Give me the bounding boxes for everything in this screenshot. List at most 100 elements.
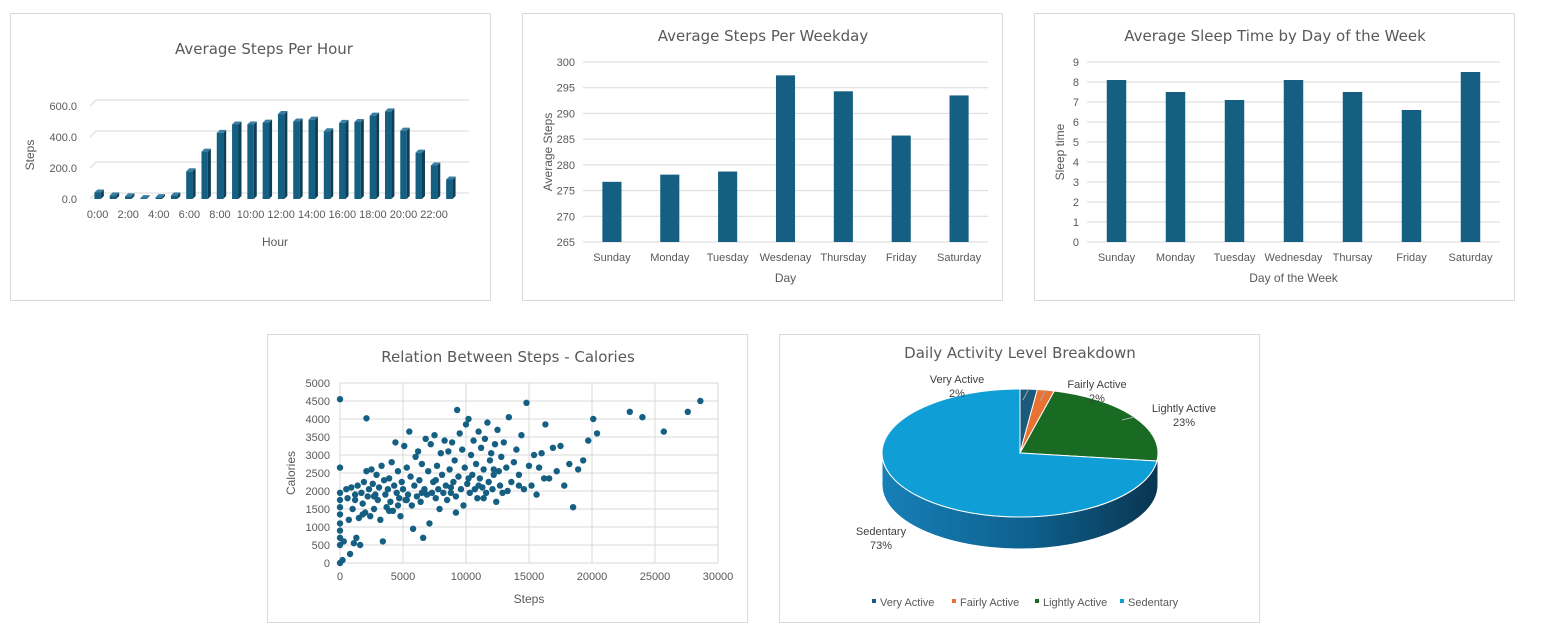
- y-tick-label: 4500: [306, 396, 330, 408]
- y-tick-label: 1000: [306, 522, 330, 534]
- legend-swatch: [1035, 599, 1039, 603]
- y-tick-label: 4: [1073, 157, 1079, 169]
- data-point: [385, 475, 393, 482]
- data-point: [406, 428, 413, 435]
- data-point: [378, 462, 385, 469]
- data-point: [384, 486, 392, 493]
- slice-category-label: Very Active: [930, 374, 984, 386]
- data-point: [443, 496, 451, 504]
- y-tick-label: 5000: [306, 378, 330, 390]
- data-point: [540, 475, 548, 482]
- data-point: [684, 408, 691, 415]
- legend-label: Very Active: [880, 597, 934, 609]
- bar-side: [116, 192, 120, 199]
- bar-front: [277, 114, 285, 199]
- data-point: [566, 460, 573, 468]
- bar-top: [446, 176, 456, 180]
- x-tick-label: Tuesday: [1214, 252, 1256, 264]
- data-point: [523, 399, 530, 406]
- data-point: [466, 489, 473, 496]
- data-point: [508, 478, 515, 486]
- bar-front: [446, 179, 453, 199]
- bar-side: [452, 176, 456, 199]
- data-point: [660, 428, 668, 435]
- y-tick-label: 2: [1073, 197, 1079, 209]
- bar-top: [262, 119, 273, 123]
- bar: [1401, 110, 1422, 242]
- data-point: [370, 493, 378, 500]
- data-point: [385, 507, 393, 514]
- data-point: [387, 498, 394, 505]
- bar-top: [247, 121, 257, 125]
- data-point: [470, 437, 477, 444]
- legend-label: Fairly Active: [960, 597, 1019, 609]
- data-point: [388, 459, 395, 466]
- data-point: [505, 414, 513, 421]
- data-point: [367, 513, 374, 520]
- y-tick-label: 3: [1073, 177, 1079, 189]
- data-point: [452, 493, 460, 500]
- slice-category-label: Lightly Active: [1152, 403, 1216, 415]
- data-point: [336, 527, 344, 534]
- data-point: [435, 486, 442, 493]
- bar-top: [323, 128, 334, 132]
- data-point: [336, 511, 344, 518]
- x-tick-label: Friday: [886, 252, 917, 264]
- chart-title: Average Steps Per Weekday: [658, 27, 869, 45]
- data-point: [498, 453, 505, 460]
- y-tick-label: 290: [557, 108, 575, 120]
- x-tick-label: 16:00: [329, 209, 357, 221]
- chart-steps-vs-calories: Relation Between Steps - Calories 0 500 100…: [284, 348, 733, 606]
- data-point: [486, 457, 494, 464]
- data-point: [403, 496, 410, 504]
- data-point: [404, 491, 412, 498]
- bar-front: [308, 119, 315, 199]
- bar-side: [421, 149, 425, 199]
- bar-side: [406, 127, 410, 199]
- data-point: [530, 451, 538, 459]
- data-point: [549, 444, 557, 451]
- bar-front: [109, 195, 117, 199]
- data-point: [515, 471, 523, 478]
- data-point: [480, 466, 487, 473]
- data-point: [538, 450, 545, 457]
- bar-front: [232, 124, 239, 199]
- data-point: [518, 432, 525, 439]
- data-point: [419, 534, 427, 541]
- bar-side: [437, 162, 441, 199]
- data-point: [490, 471, 497, 478]
- bar-front: [170, 195, 178, 199]
- bar-front: [400, 130, 407, 199]
- data-point: [464, 480, 471, 487]
- data-point: [499, 489, 506, 496]
- x-axis-label: Day: [775, 271, 796, 285]
- data-point: [394, 468, 402, 475]
- data-point: [428, 489, 436, 496]
- data-point: [344, 495, 351, 502]
- bar: [949, 95, 969, 242]
- slice-percent-label: 73%: [870, 540, 892, 552]
- bar: [718, 171, 738, 242]
- data-point: [504, 487, 511, 495]
- bar-top: [170, 192, 181, 196]
- data-point: [418, 489, 426, 496]
- x-tick-label: Wesdenay: [760, 252, 812, 264]
- data-point: [585, 437, 592, 444]
- bar-side: [330, 128, 334, 199]
- data-point: [414, 448, 422, 455]
- y-tick-label: 4000: [306, 414, 330, 426]
- data-point: [365, 486, 373, 493]
- y-tick-label: 0: [1073, 237, 1079, 249]
- data-point: [484, 419, 491, 426]
- data-point: [481, 435, 489, 442]
- x-tick-label: Tuesday: [707, 252, 749, 264]
- x-tick-label: 22:00: [420, 209, 448, 221]
- bar: [833, 91, 853, 242]
- x-axis-label: Hour: [262, 235, 288, 249]
- x-tick-label: 8:00: [209, 209, 230, 221]
- data-point: [503, 464, 510, 471]
- data-point: [397, 513, 404, 520]
- data-point: [528, 482, 535, 489]
- slice-category-label: Fairly Active: [1067, 379, 1126, 391]
- data-point: [380, 477, 388, 484]
